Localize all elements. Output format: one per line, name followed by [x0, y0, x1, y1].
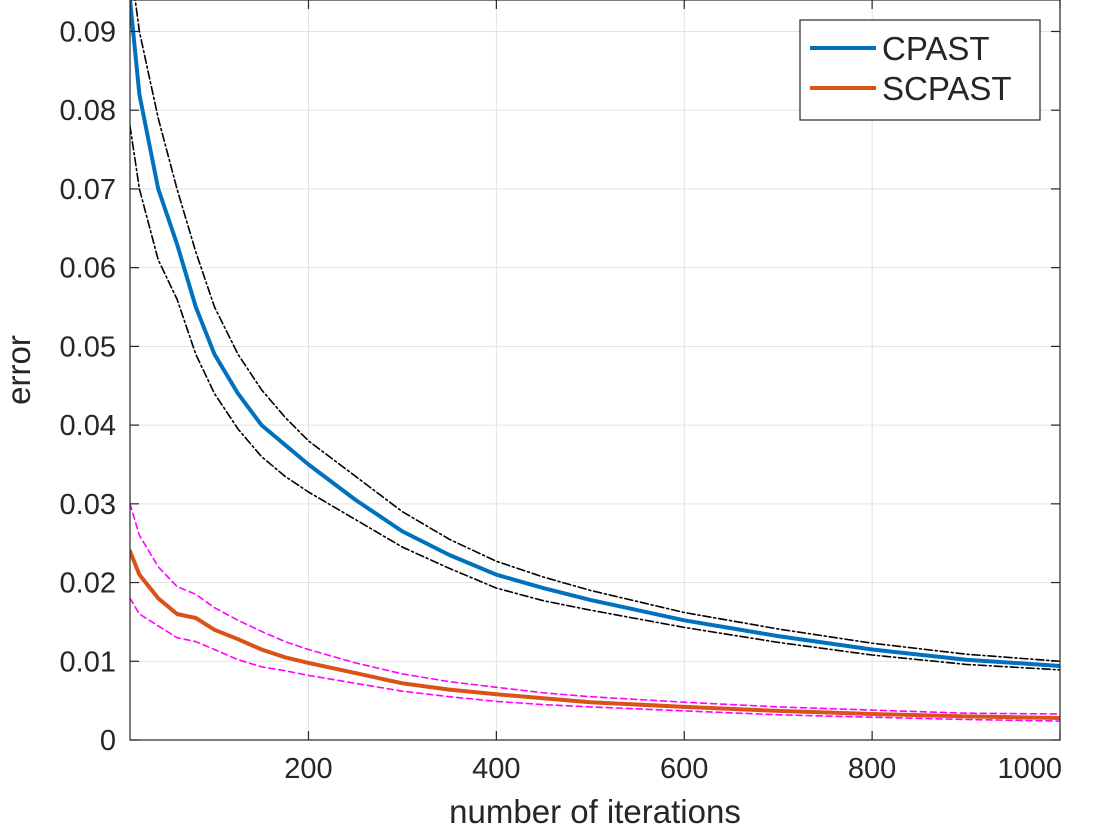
x-tick-label: 800: [848, 753, 896, 785]
y-tick-label: 0.07: [60, 174, 116, 206]
series-line-scpast-upper: [130, 502, 1060, 715]
series-line-cpast-upper: [134, 0, 1060, 663]
y-tick-label: 0.05: [60, 331, 116, 363]
series-line-scpast-lower: [130, 597, 1060, 722]
axes-box: [129, 0, 1061, 741]
x-tick-label: 400: [472, 753, 520, 785]
y-tick-label: 0: [100, 725, 116, 757]
series-line-scpast: [130, 549, 1060, 720]
series-line-cpast: [130, 0, 1060, 668]
x-axis-label: number of iterations: [449, 793, 741, 829]
legend-label-scpast: SCPAST: [882, 70, 1012, 107]
series-layer: [130, 0, 1060, 722]
legend-label-cpast: CPAST: [882, 30, 990, 67]
y-axis-label: error: [0, 335, 37, 405]
x-tick-label: 600: [660, 753, 708, 785]
y-tick-label: 0.04: [60, 410, 116, 442]
plot-area: [130, 0, 1060, 740]
series-line-cpast-lower: [130, 125, 1060, 671]
y-tick-label: 0.09: [60, 16, 116, 48]
x-tick-label: 1000: [997, 753, 1062, 785]
x-tick-label: 200: [284, 753, 332, 785]
y-tick-label: 0.03: [60, 489, 116, 521]
grid-lines: [130, 0, 1061, 741]
y-tick-label: 0.08: [60, 95, 116, 127]
y-tick-label: 0.01: [60, 646, 116, 678]
y-tick-label: 0.02: [60, 568, 116, 600]
y-tick-label: 0.06: [60, 253, 116, 285]
axes-layer: 200 400 600 800 1000 0 0.01 0.02 0.03 0.04 0.05 0.0…: [60, 0, 1062, 785]
legend-box: [799, 19, 1041, 121]
